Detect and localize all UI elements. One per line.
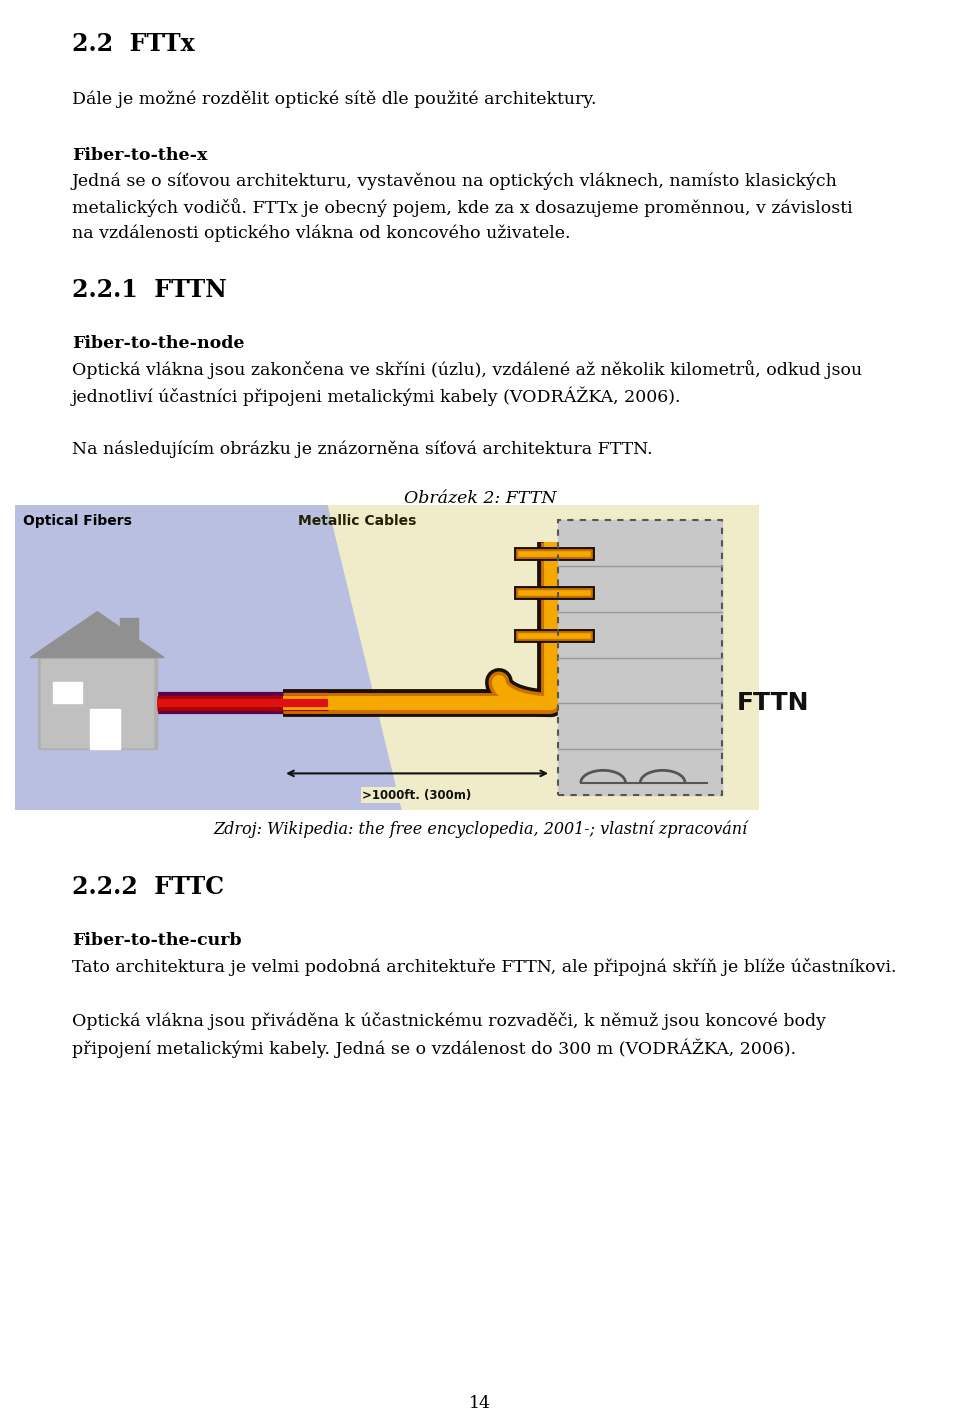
Text: Optická vlákna jsou přiváděna k účastnickému rozvaděči, k němuž jsou koncové bod: Optická vlákna jsou přiváděna k účastnic…	[72, 1012, 826, 1030]
Text: Fiber-to-the-x: Fiber-to-the-x	[72, 147, 207, 164]
Bar	[559, 520, 722, 795]
Bar	[53, 683, 83, 704]
Text: Tato architektura je velmi podobná architektuře FTTN, ale připojná skříň je blíž: Tato architektura je velmi podobná archi…	[72, 958, 897, 976]
Bar	[41, 658, 153, 748]
Text: jednotliví účastníci připojeni metalickými kabely (VODRÁŽKA, 2006).: jednotliví účastníci připojeni metalický…	[72, 386, 682, 406]
Text: Fiber-to-the-node: Fiber-to-the-node	[72, 335, 245, 352]
Text: Optical Fibers: Optical Fibers	[23, 514, 132, 529]
Text: metalických vodičů. FTTx je obecný pojem, kde za x dosazujeme proměnnou, v závis: metalických vodičů. FTTx je obecný pojem…	[72, 198, 852, 217]
Text: Jedná se o síťovou architekturu, vystavěnou na optických vláknech, namísto klasi: Jedná se o síťovou architekturu, vystavě…	[72, 172, 838, 190]
Text: 14: 14	[469, 1395, 491, 1412]
Bar	[90, 710, 120, 750]
Polygon shape	[15, 504, 402, 809]
Text: Zdroj: Wikipedia: the free encyclopedia, 2001-; vlastní zpracování: Zdroj: Wikipedia: the free encyclopedia,…	[213, 819, 747, 838]
Text: 2.2  FTTx: 2.2 FTTx	[72, 31, 195, 56]
Text: Fiber-to-the-curb: Fiber-to-the-curb	[72, 932, 242, 949]
Text: Optická vlákna jsou zakončena ve skříni (úzlu), vzdálené až několik kilometrů, o: Optická vlákna jsou zakončena ve skříni …	[72, 361, 862, 379]
Text: 2.2.2  FTTC: 2.2.2 FTTC	[72, 875, 224, 899]
Text: Na následujícím obrázku je znázorněna síťová architektura FTTN.: Na následujícím obrázku je znázorněna sí…	[72, 440, 653, 457]
Bar	[37, 657, 156, 750]
Text: Obrázek 2: FTTN: Obrázek 2: FTTN	[404, 490, 556, 507]
Bar	[120, 618, 138, 643]
Text: FTTN: FTTN	[737, 691, 809, 715]
Text: >1000ft. (300m): >1000ft. (300m)	[363, 788, 471, 802]
Text: 2.2.1  FTTN: 2.2.1 FTTN	[72, 278, 227, 302]
Bar	[559, 520, 722, 795]
Text: na vzdálenosti optického vlákna od koncového uživatele.: na vzdálenosti optického vlákna od konco…	[72, 224, 570, 241]
Text: připojení metalickými kabely. Jedná se o vzdálenost do 300 m (VODRÁŽKA, 2006).: připojení metalickými kabely. Jedná se o…	[72, 1037, 796, 1057]
Text: Dále je možné rozdělit optické sítě dle použité architektury.: Dále je možné rozdělit optické sítě dle …	[72, 90, 596, 107]
Polygon shape	[328, 504, 759, 809]
Polygon shape	[31, 611, 164, 657]
Text: Metallic Cables: Metallic Cables	[299, 514, 417, 529]
